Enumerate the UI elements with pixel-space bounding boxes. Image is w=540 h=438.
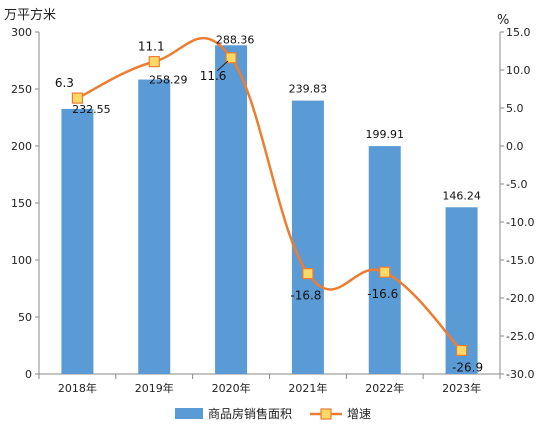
bar [138,79,171,374]
growth-value-label: -16.8 [290,289,321,303]
growth-point [455,344,468,357]
y-left-tick-label: 250 [11,83,32,96]
x-tick-label: 2023年 [442,381,481,395]
y-right-tick-label: 5.0 [506,102,524,115]
growth-value-label: -16.6 [367,287,398,301]
axes: 0 50 100 150 200 250 300 15.0 10.0 5.0 0.0 -5.0 -10.… [4,7,534,395]
y-left-tick-label: 200 [11,140,32,153]
growth-value-label: 6.3 [55,76,74,90]
y-right-unit: % [497,13,509,28]
y-left-tick-label: 0 [25,368,32,381]
y-right-tick-label: -30.0 [506,368,534,381]
label-leader-line [216,60,229,72]
y-right-tick-label: 10.0 [506,64,531,77]
legend-swatch-bar [175,408,203,419]
x-tick-label: 2018年 [58,381,97,395]
growth-point [225,52,237,64]
y-left-unit: 万平方米 [4,7,56,23]
growth-value-label: -26.9 [452,360,483,374]
bar [215,45,248,375]
legend-label-bar: 商品房销售面积 [208,406,292,421]
y-right-tick-label: -5.0 [506,178,527,191]
y-right-tick-label: -25.0 [506,330,534,343]
y-left-tick-label: 100 [11,254,32,267]
bar-value-label: 288.36 [216,33,255,46]
x-tick-label: 2022年 [365,381,404,395]
growth-value-label: 11.6 [200,69,227,83]
y-left-tick-label: 50 [18,311,32,324]
y-right-tick-label: -15.0 [506,254,534,267]
bar-value-label: 258.29 [149,74,188,87]
bar-value-label: 146.24 [442,189,481,202]
growth-value-label: 11.1 [138,40,165,54]
bars [61,45,478,375]
bar-value-label: 232.55 [72,103,111,116]
growth-line-path [76,36,463,352]
y-left-tick-label: 300 [11,26,32,39]
legend-label-line: 增速 [347,407,371,421]
legend-swatch-marker [320,408,332,420]
growth-point [379,266,391,278]
legend: 商品房销售面积 增速 [175,406,371,421]
y-right-tick-label: -10.0 [506,216,534,229]
x-tick-label: 2021年 [288,381,327,395]
y-left-tick-label: 150 [11,197,32,210]
growth-point [148,56,160,68]
x-tick-label: 2020年 [212,381,251,395]
y-right-tick-label: -20.0 [506,292,534,305]
y-right-tick-label: 0.0 [506,140,524,153]
bar [368,146,401,374]
bar-value-label: 239.83 [289,83,328,96]
y-right-tick-label: 15.0 [506,26,531,39]
growth-point [302,268,314,280]
data-labels: 232.55 258.29 288.36 239.83 199.91 146.24 6.3 1… [55,33,483,374]
bar-value-label: 199.91 [366,128,405,141]
x-tick-label: 2019年 [135,381,174,395]
growth-line [71,36,468,357]
bar [61,108,94,374]
growth-point [71,92,84,104]
bar [291,100,324,374]
